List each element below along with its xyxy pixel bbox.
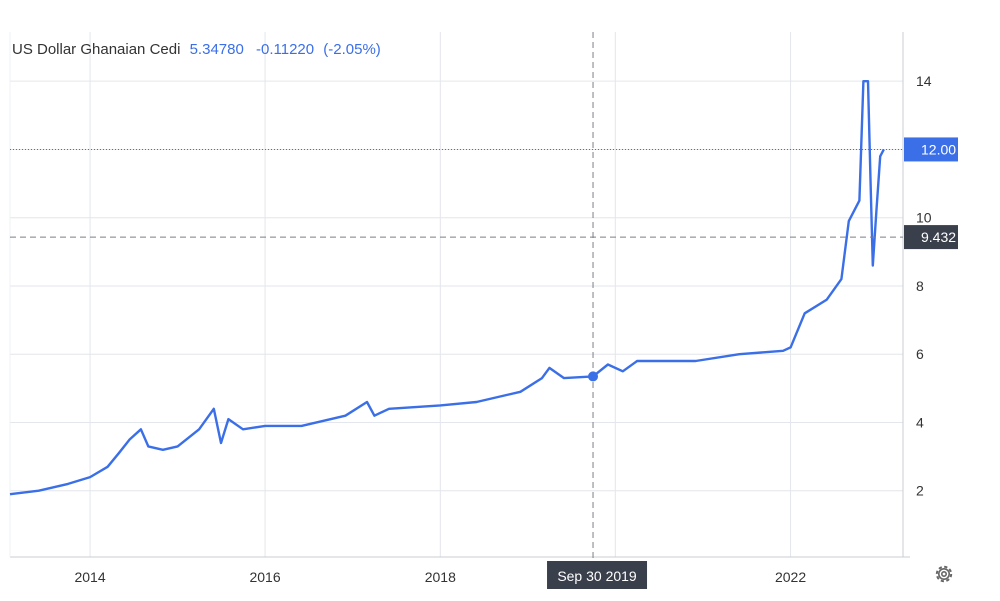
y-axis-ticks: 2 4 6 8 10 14 [916, 73, 932, 499]
gear-icon[interactable] [932, 562, 956, 586]
y-tick-label: 8 [916, 278, 924, 294]
last-price-label: 12.00 [921, 141, 956, 157]
plot-border [9, 32, 910, 558]
legend-change-pct: (-2.05%) [323, 41, 381, 58]
series-line [9, 80, 885, 496]
y-tick-label: 14 [916, 73, 932, 89]
y-tick-label: 10 [916, 210, 932, 226]
x-tick-label: 2014 [74, 569, 105, 585]
y-tick-label: 6 [916, 346, 924, 362]
grid-lines [10, 32, 903, 557]
x-tick-label: 2022 [775, 569, 806, 585]
crosshair-date-label: Sep 30 2019 [557, 568, 637, 584]
last-price-tag [904, 137, 958, 162]
series-layer: 12.00 [9, 80, 958, 496]
y-tick-label: 4 [916, 414, 924, 430]
y-tick-label: 2 [916, 483, 924, 499]
crosshair-date-tag [547, 561, 648, 589]
x-tick-label: 2016 [249, 569, 280, 585]
legend-value: 5.34780 [190, 41, 244, 58]
crosshair-price-label: 9.432 [921, 229, 956, 245]
crosshair-price-tag [904, 225, 958, 250]
legend-change: -0.11220 [256, 41, 314, 58]
x-axis-ticks: 20142016201820202022 [74, 569, 806, 585]
legend-name: US Dollar Ghanaian Cedi [12, 41, 180, 58]
chart-legend: US Dollar Ghanaian Cedi 5.34780 -0.11220… [12, 41, 381, 58]
crosshair-point [588, 371, 599, 382]
crosshair: Sep 30 2019 9.432 [10, 32, 958, 589]
x-tick-label: 2018 [425, 569, 456, 585]
